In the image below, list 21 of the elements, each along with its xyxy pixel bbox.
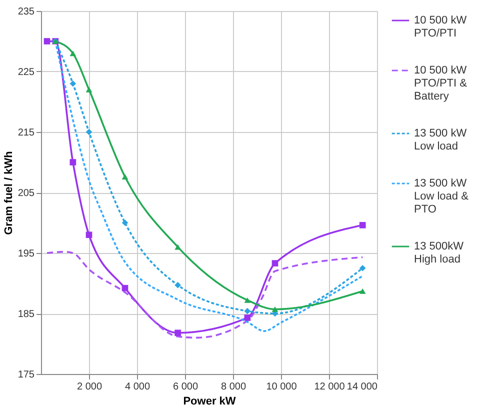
legend-label: 13 500 kW Low load: [414, 128, 468, 152]
x-tick-label: 6 000: [172, 382, 198, 392]
x-tick-label: 4 000: [124, 382, 150, 392]
y-tick-label: 205: [18, 188, 35, 199]
y-tick-label: 175: [18, 370, 35, 380]
legend-label: 13 500 kW Low load & PTO: [414, 178, 470, 216]
x-axis-title: Power kW: [183, 396, 236, 408]
legend-label: 13 500kW High load: [414, 240, 464, 266]
x-tick-label: 14 000: [346, 382, 378, 392]
y-tick-label: 195: [18, 248, 35, 260]
x-tick-label: 2 000: [76, 382, 102, 392]
y-tick-label: 185: [18, 309, 35, 320]
x-tick-label: 12 000: [314, 382, 346, 392]
y-tick-label: 215: [18, 128, 35, 138]
y-axis-title: Gram fuel / kWh: [2, 150, 15, 235]
x-tick-label: 8 000: [220, 382, 246, 392]
y-tick-label: 225: [18, 67, 35, 78]
y-tick-label: 235: [18, 6, 35, 18]
legend-label: 10 500 kW PTO/PTI & Battery: [414, 64, 468, 102]
legend-label: 10 500 kW PTO/PTI: [414, 14, 468, 40]
x-tick-label: 10 000: [266, 382, 298, 392]
